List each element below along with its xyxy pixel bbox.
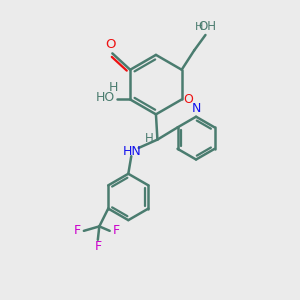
Text: F: F — [94, 240, 101, 253]
Text: O: O — [183, 93, 193, 106]
Text: H: H — [195, 22, 204, 32]
Text: N: N — [192, 102, 201, 115]
Text: HN: HN — [122, 145, 141, 158]
Text: H: H — [108, 81, 118, 94]
Text: HO: HO — [96, 91, 116, 104]
Text: OH: OH — [198, 20, 216, 34]
Text: O: O — [106, 38, 116, 51]
Text: F: F — [113, 224, 120, 237]
Text: H: H — [145, 132, 154, 145]
Text: F: F — [74, 224, 81, 237]
